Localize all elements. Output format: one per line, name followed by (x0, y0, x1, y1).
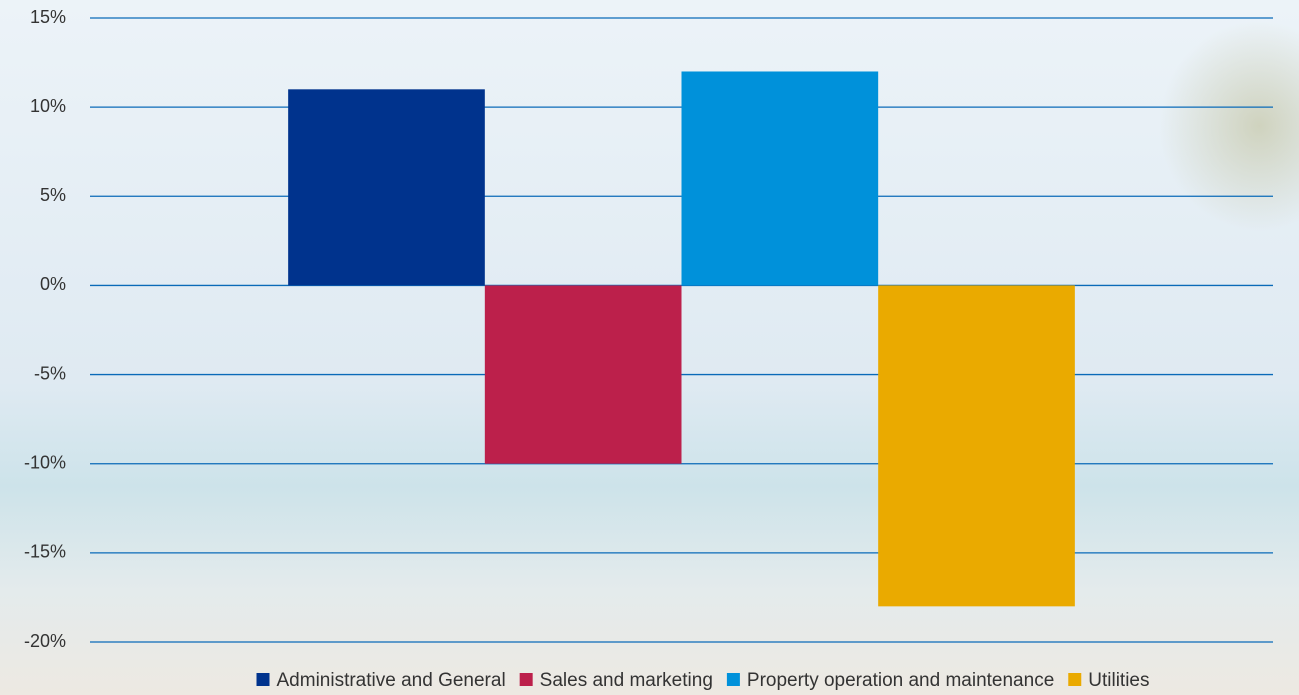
y-tick-label: 0% (40, 274, 66, 294)
bar (484, 285, 682, 464)
legend-label: Utilities (1088, 670, 1149, 691)
bar (288, 89, 485, 286)
y-tick-label: 5% (40, 185, 66, 205)
legend-swatch (519, 673, 533, 686)
bar (681, 71, 879, 286)
legend-swatch (726, 673, 740, 686)
legend-label: Administrative and General (277, 670, 506, 691)
legend-label: Sales and marketing (540, 670, 713, 691)
y-tick-label: -20% (24, 631, 66, 651)
y-tick-label: 10% (30, 96, 66, 116)
y-tick-label: -10% (24, 452, 66, 472)
y-tick-label: 15% (30, 7, 66, 27)
legend-label: Property operation and maintenance (747, 670, 1054, 691)
legend-swatch (1068, 673, 1082, 686)
bar (878, 285, 1075, 607)
y-tick-label: -15% (24, 542, 66, 562)
y-tick-label: -5% (34, 363, 66, 383)
legend-swatch (256, 673, 270, 686)
